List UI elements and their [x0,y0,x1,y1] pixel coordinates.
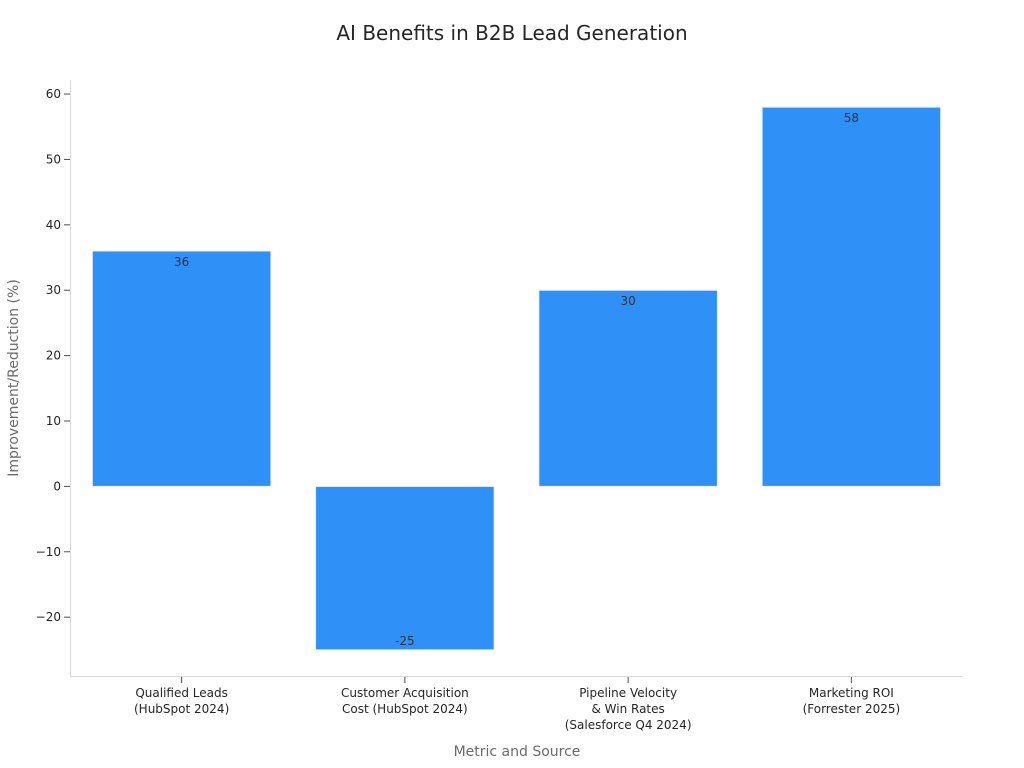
y-tick-label: 20 [46,349,61,363]
x-tick-label: Pipeline Velocity & Win Rates (Salesforce … [565,686,692,732]
y-axis-ticks: −20 −10 0 10 20 30 40 50 60 [36,87,70,624]
y-tick-label: −20 [36,610,61,624]
x-axis-ticks: Qualified Leads (HubSpot 2024) Customer Ac… [134,677,900,732]
y-axis-title: Improvement/Reduction (%) [6,279,22,477]
chart-title: AI Benefits in B2B Lead Generation [336,21,687,45]
y-tick-label: 60 [46,87,61,101]
bar [538,289,718,487]
x-tick-label: Qualified Leads (HubSpot 2024) [134,686,229,716]
y-tick-label: −10 [36,545,61,559]
data-label: 58 [844,111,859,125]
plot-area: 36 -25 30 58 [91,106,942,651]
y-tick-label: 40 [46,218,61,232]
bar [91,250,272,487]
data-label: 36 [174,255,189,269]
x-tick-label: Customer Acquisition Cost (HubSpot 2024) [341,686,469,716]
y-tick-label: 10 [46,414,61,428]
x-axis-title: Metric and Source [454,744,581,760]
y-tick-label: 50 [46,152,61,166]
y-tick-label: 30 [46,283,61,297]
data-label: -25 [395,634,415,648]
bar [315,485,495,651]
x-tick-label: Marketing ROI (Forrester 2025) [803,686,901,716]
y-tick-label: 0 [53,479,61,493]
bar [761,106,942,487]
data-label: 30 [620,294,635,308]
